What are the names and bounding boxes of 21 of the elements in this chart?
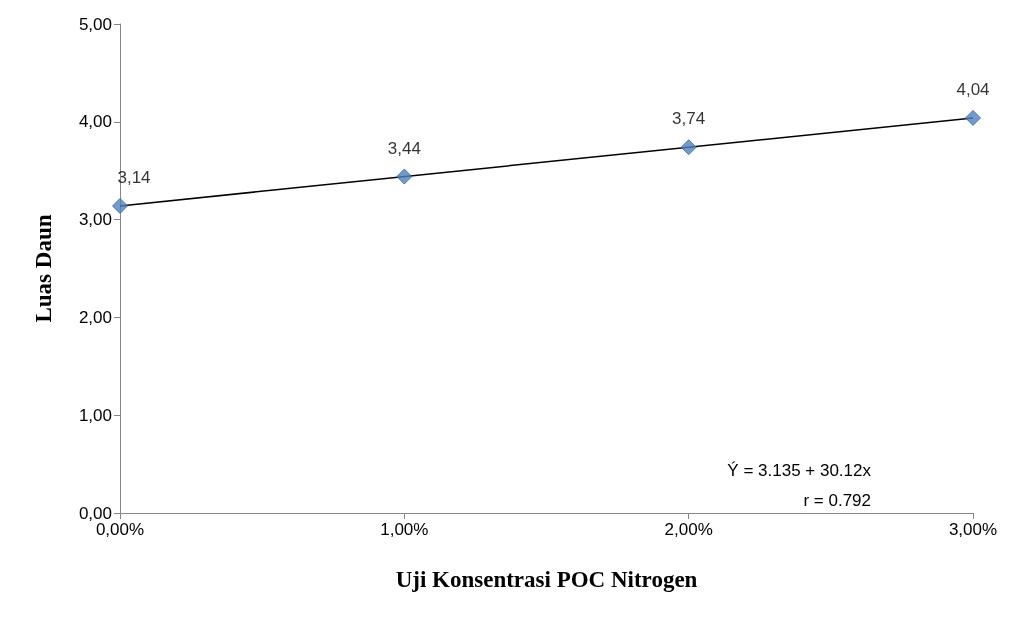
y-tick-label: 5,00 <box>78 14 112 34</box>
x-tick-label: 2,00% <box>664 520 713 539</box>
point <box>396 168 413 185</box>
y-tick-label: 2,00 <box>78 307 112 327</box>
data-label: 3,44 <box>387 138 421 158</box>
point <box>965 109 981 126</box>
x-tick-label: 3,00% <box>948 520 998 539</box>
data-label: 4,04 <box>956 79 990 99</box>
x-tick-label: 1,00% <box>380 520 429 539</box>
point <box>112 197 128 214</box>
y-tick-label: 3,00 <box>78 210 112 230</box>
point <box>680 139 697 156</box>
y-tick-label: 1,00 <box>78 405 112 425</box>
annotation: Ý = 3.135 + 30.12x <box>727 461 872 480</box>
data-label: 3,74 <box>672 109 706 129</box>
y-axis-title: Luas Daun <box>31 214 56 323</box>
annotation: r = 0.792 <box>803 491 871 510</box>
y-tick-label: 4,00 <box>78 112 112 132</box>
x-tick-label: 0,00% <box>95 520 145 539</box>
x-axis-title: Uji Konsentrasi POC Nitrogen <box>395 567 698 592</box>
y-tick-label: 0,00 <box>78 503 112 523</box>
